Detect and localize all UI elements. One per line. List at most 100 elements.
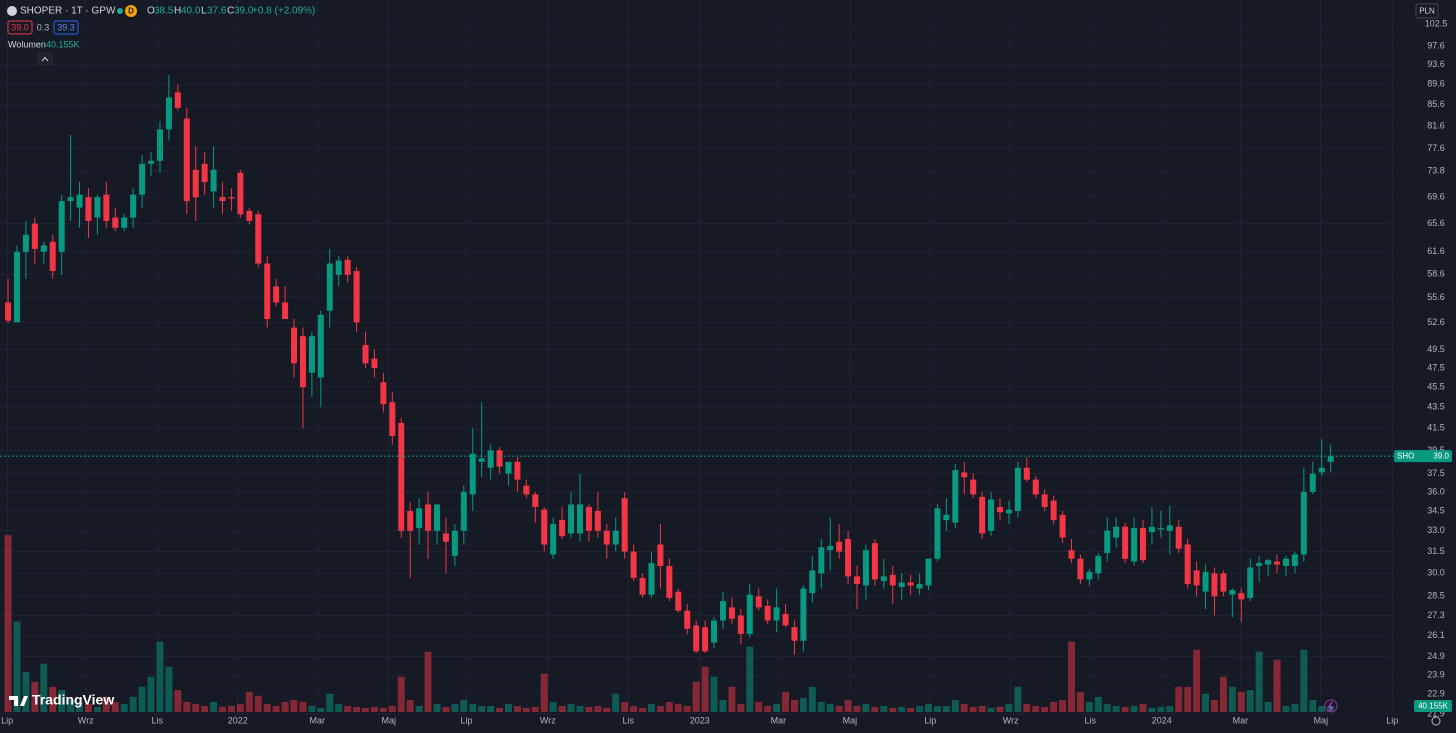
candle-body: [514, 461, 521, 480]
candle-body: [85, 197, 92, 221]
volume-bar: [1309, 700, 1317, 712]
y-tick-label: 28.5: [1427, 591, 1445, 601]
candle-body: [1327, 456, 1334, 462]
volume-bar: [1291, 703, 1299, 712]
ohlc-key: O: [147, 6, 155, 17]
volume-bar: [799, 697, 807, 712]
candle-body: [934, 508, 941, 559]
candle-body: [862, 550, 869, 586]
volume-bar: [236, 703, 244, 712]
volume-bar: [1103, 703, 1111, 712]
candle-body: [94, 197, 101, 218]
candle-body: [684, 610, 691, 629]
volume-bar: [1076, 691, 1084, 712]
volume-bar: [898, 706, 906, 712]
candle-body: [1229, 590, 1236, 595]
candle-body: [1077, 558, 1084, 580]
volume-bar: [1121, 706, 1129, 712]
volume-bar: [1014, 686, 1022, 712]
candle-body: [165, 97, 172, 130]
candle-body: [997, 507, 1004, 513]
volume-bar: [138, 686, 146, 712]
volume-bar: [1041, 706, 1049, 712]
volume-bar: [460, 700, 468, 712]
volume-bar: [603, 707, 611, 712]
logo[interactable]: TradingView: [32, 692, 114, 708]
volume-bar: [674, 703, 682, 712]
candle-body: [1282, 558, 1289, 566]
candle-body: [1247, 567, 1254, 598]
volume-bar: [1246, 689, 1254, 712]
candle-body: [433, 504, 440, 531]
volume-bar: [353, 706, 361, 712]
y-tick-label: 81.6: [1427, 120, 1445, 130]
candle-body: [425, 504, 432, 531]
candle-body: [40, 245, 47, 252]
candle-body: [496, 450, 503, 467]
volume-bar: [1219, 676, 1227, 712]
sell-price: 39.0: [11, 22, 29, 32]
y-tick-label: 85.6: [1427, 99, 1445, 109]
y-tick-label: 41.5: [1427, 423, 1445, 433]
buy-badge[interactable]: [53, 20, 79, 35]
candle-body: [728, 607, 735, 619]
y-tick-label: 49.5: [1427, 344, 1445, 354]
candle-body: [371, 358, 378, 368]
candle-body: [657, 544, 664, 566]
candle-body: [764, 605, 771, 621]
y-tick-label: 37.5: [1427, 468, 1445, 478]
candle-body: [1032, 479, 1039, 495]
candle-body: [1113, 526, 1120, 538]
candle-body: [1157, 528, 1164, 530]
x-tick-label: 2023: [690, 715, 710, 725]
volume-bar: [335, 703, 343, 712]
volume-bar: [254, 695, 262, 712]
y-tick-label: 65.6: [1427, 218, 1445, 228]
symbol-title[interactable]: SHOPER · 1T · GPW: [20, 6, 116, 17]
candle-body: [648, 563, 655, 595]
volume-bar: [388, 706, 396, 712]
y-tick-label: 27.3: [1427, 610, 1445, 620]
y-tick-label: 73.8: [1427, 165, 1445, 175]
volume-bar: [227, 706, 235, 712]
candle-body: [380, 382, 387, 405]
candle-body: [1166, 525, 1173, 531]
y-tick-label: 52.6: [1427, 317, 1445, 327]
candle-body: [711, 620, 718, 643]
volume-bar: [621, 701, 629, 712]
volume-bar: [1202, 693, 1210, 712]
volume-bar: [210, 701, 218, 712]
volume-bar: [853, 706, 861, 712]
x-tick-label: Maj: [381, 715, 396, 725]
volume-bar: [531, 706, 539, 712]
y-tick-label: 45.5: [1427, 382, 1445, 392]
x-tick-label: Lip: [460, 715, 472, 725]
y-tick-label: 33.0: [1427, 525, 1445, 535]
change: +0.8 (+2.09%): [252, 6, 315, 17]
volume-bar: [58, 689, 66, 712]
candle-body: [505, 461, 512, 474]
candle-body: [228, 197, 235, 199]
candle-body: [1202, 571, 1209, 592]
collapse-button[interactable]: [37, 52, 53, 66]
volume-bar: [326, 693, 334, 712]
y-tick-label: 24.9: [1427, 651, 1445, 661]
candle-body: [103, 194, 110, 221]
currency-button[interactable]: [1415, 3, 1439, 19]
volume-bar: [719, 700, 727, 712]
candle-body: [1175, 526, 1182, 549]
volume-bar: [1005, 703, 1013, 712]
sell-badge[interactable]: [7, 20, 33, 35]
settings-icon[interactable]: [1431, 716, 1441, 726]
candle-body: [1014, 467, 1021, 511]
volume-value: 40.155K: [46, 39, 80, 49]
interval-badge: [125, 5, 137, 17]
spread: 0.3: [37, 22, 50, 32]
volume-bar: [1148, 707, 1156, 712]
volume-bar: [496, 707, 504, 712]
volume-bar: [916, 706, 924, 712]
alert-icon[interactable]: [1324, 699, 1338, 713]
volume-badge: [1414, 699, 1452, 712]
candle-body: [76, 194, 83, 208]
volume-bar: [790, 700, 798, 712]
